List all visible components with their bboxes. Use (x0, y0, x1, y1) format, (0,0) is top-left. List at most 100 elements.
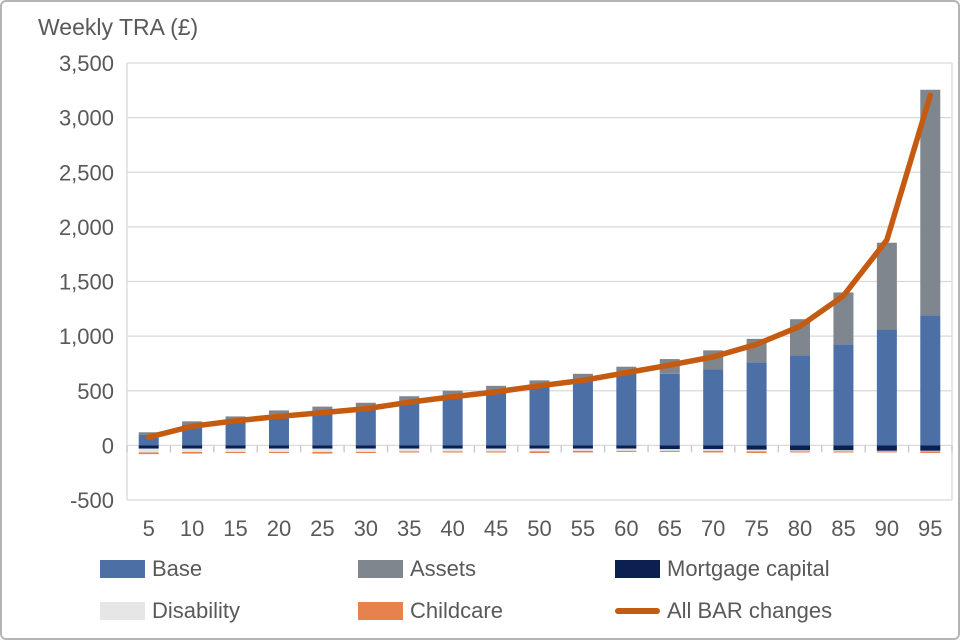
x-axis-label-5: 5 (143, 516, 155, 541)
y-axis-label-3,000: 3,000 (59, 106, 114, 131)
bar-assets-55 (572, 373, 593, 379)
bar-disability-90 (876, 450, 897, 452)
bar-childcare-20 (268, 451, 289, 454)
bar-base-60 (616, 373, 637, 446)
bar-disability-20 (268, 448, 289, 452)
base-swatch-icon (100, 560, 145, 578)
bar-base-30 (355, 407, 376, 446)
bar-base-70 (703, 369, 724, 446)
legend-item-childcare: Childcare (358, 598, 615, 624)
legend-item-base: Base (100, 556, 358, 582)
x-axis-label-75: 75 (744, 516, 768, 541)
bar-assets-40 (442, 390, 463, 397)
childcare-swatch-icon (358, 602, 403, 620)
bar-mortgage-capital-70 (703, 445, 724, 450)
bar-base-85 (833, 344, 854, 446)
bar-mortgage-capital-5 (138, 445, 159, 449)
y-axis-label-2,000: 2,000 (59, 215, 114, 240)
bar-assets-10 (182, 421, 203, 425)
x-axis-label-90: 90 (875, 516, 899, 541)
bar-disability-30 (355, 448, 376, 452)
x-axis-label-20: 20 (267, 516, 291, 541)
bar-mortgage-capital-30 (355, 445, 376, 449)
line-all-bar-changes (145, 92, 934, 440)
y-axis-label-500: 500 (77, 379, 114, 404)
legend-label-all-bar-changes: All BAR changes (667, 598, 833, 623)
bar-childcare-45 (486, 451, 507, 453)
bar-base-90 (876, 329, 897, 446)
bar-disability-25 (312, 448, 333, 452)
x-axis-label-15: 15 (223, 516, 247, 541)
bar-assets-20 (268, 410, 289, 415)
y-axis-label-1,500: 1,500 (59, 270, 114, 295)
bar-disability-75 (746, 449, 767, 452)
bar-mortgage-capital-50 (529, 445, 550, 449)
bar-mortgage-capital-85 (833, 445, 854, 451)
x-axis-label-25: 25 (310, 516, 334, 541)
bar-disability-45 (486, 448, 507, 452)
bar-disability-40 (442, 448, 463, 452)
bar-base-40 (442, 396, 463, 446)
bar-base-15 (225, 419, 246, 446)
bar-childcare-5 (138, 452, 159, 455)
bar-mortgage-capital-15 (225, 445, 246, 449)
bar-base-75 (746, 362, 767, 446)
x-axis-label-65: 65 (658, 516, 682, 541)
bar-assets-30 (355, 402, 376, 408)
bar-mortgage-capital-55 (572, 445, 593, 449)
bar-disability-70 (703, 449, 724, 451)
bar-disability-50 (529, 448, 550, 452)
bar-mortgage-capital-40 (442, 445, 463, 449)
bar-base-20 (268, 414, 289, 446)
bar-mortgage-capital-10 (182, 445, 203, 449)
x-axis-label-70: 70 (701, 516, 725, 541)
bar-mortgage-capital-45 (486, 445, 507, 449)
x-axis-label-55: 55 (571, 516, 595, 541)
bar-base-80 (790, 355, 811, 446)
bar-childcare-80 (790, 451, 811, 453)
x-axis-label-50: 50 (527, 516, 551, 541)
assets-swatch-icon (358, 560, 403, 578)
bar-mortgage-capital-95 (920, 445, 941, 451)
x-axis-label-85: 85 (831, 516, 855, 541)
bar-mortgage-capital-65 (659, 445, 680, 450)
bar-assets-5 (138, 432, 159, 435)
bar-disability-60 (616, 448, 637, 451)
bar-childcare-10 (182, 451, 203, 454)
bar-assets-85 (833, 292, 854, 345)
bar-base-35 (399, 401, 420, 446)
bar-childcare-70 (703, 450, 724, 453)
y-axis-label-2,500: 2,500 (59, 160, 114, 185)
bar-base-95 (920, 315, 941, 446)
x-axis-label-40: 40 (440, 516, 464, 541)
legend-label-disability: Disability (152, 598, 241, 623)
bar-mortgage-capital-80 (790, 445, 811, 451)
bar-mortgage-capital-35 (399, 445, 420, 449)
bar-childcare-60 (616, 450, 637, 452)
x-axis-label-95: 95 (918, 516, 942, 541)
bar-childcare-95 (920, 451, 941, 454)
bar-childcare-25 (312, 451, 333, 454)
bar-childcare-75 (746, 451, 767, 454)
all-bar-changes-line-swatch-icon (615, 608, 660, 614)
bar-base-45 (486, 391, 507, 446)
chart-title: Weekly TRA (£) (38, 14, 199, 40)
bar-mortgage-capital-60 (616, 445, 637, 449)
bar-assets-35 (399, 396, 420, 402)
legend-item-assets: Assets (358, 556, 615, 582)
legend-label-childcare: Childcare (410, 598, 503, 623)
bar-disability-95 (920, 450, 941, 452)
bar-childcare-55 (572, 450, 593, 453)
x-axis-label-10: 10 (180, 516, 204, 541)
bar-assets-45 (486, 385, 507, 392)
legend-item-mortgage-capital: Mortgage capital (615, 556, 832, 582)
x-axis-label-35: 35 (397, 516, 421, 541)
y-axis-label-3,500: 3,500 (59, 51, 114, 76)
y-axis-label-0: 0 (102, 433, 114, 458)
bar-disability-10 (182, 448, 203, 452)
bar-disability-55 (572, 448, 593, 451)
legend-item-all-bar-changes: All BAR changes (615, 598, 832, 624)
bar-disability-65 (659, 449, 680, 451)
bar-childcare-30 (355, 451, 376, 454)
